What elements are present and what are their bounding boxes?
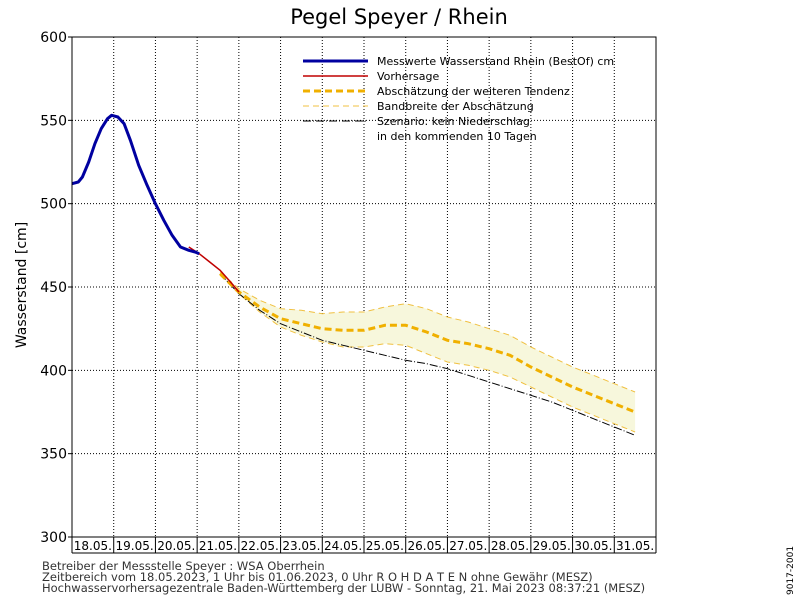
footer-publisher: Hochwasservorhersagezentrale Baden-Württ… <box>42 581 645 595</box>
y-tick-label: 600 <box>40 30 67 46</box>
y-tick-label: 350 <box>40 447 67 463</box>
measured-line <box>71 113 200 256</box>
x-axis-ticks: 18.05. 19.05. 20.05. 21.05. 22.05. 23.05. 24.0… <box>71 537 657 554</box>
x-tick-label: 23.05. <box>282 539 320 553</box>
legend-label-scenario: Szenario: kein Niederschlag <box>377 115 530 128</box>
x-tick-label: 31.05. <box>616 539 654 553</box>
chart-code: 9017-2001 <box>786 546 796 595</box>
y-tick-label: 500 <box>40 197 67 213</box>
legend: Messwerte Wasserstand Rhein (BestOf) cm V… <box>303 55 614 143</box>
x-tick-label: 26.05. <box>407 539 445 553</box>
x-tick-label: 22.05. <box>241 539 279 553</box>
legend-label-forecast: Vorhersage <box>377 70 439 83</box>
x-tick-label: 27.05. <box>449 539 487 553</box>
x-tick-label: 21.05. <box>199 539 237 553</box>
chart-title: Pegel Speyer / Rhein <box>290 5 508 29</box>
band-lower-line <box>219 274 636 433</box>
series-layer <box>71 113 636 436</box>
y-tick-label: 300 <box>40 530 67 546</box>
x-tick-label: 28.05. <box>491 539 529 553</box>
band-fill <box>220 272 636 432</box>
y-tick-label: 550 <box>40 113 67 129</box>
x-tick-label: 30.05. <box>574 539 612 553</box>
x-tick-label: 25.05. <box>366 539 404 553</box>
x-tick-label: 24.05. <box>324 539 362 553</box>
grid-lines <box>72 37 656 537</box>
legend-label-band: Bandbreite der Abschätzung <box>377 100 534 113</box>
x-tick-label: 19.05. <box>115 539 153 553</box>
y-axis-ticks: 300 350 400 450 500 550 600 <box>40 30 72 546</box>
y-axis-label: Wasserstand [cm] <box>14 222 30 348</box>
footer-operator: Betreiber der Messstelle Speyer : WSA Ob… <box>42 559 325 573</box>
legend-label-measured: Messwerte Wasserstand Rhein (BestOf) cm <box>377 55 614 68</box>
x-tick-label: 20.05. <box>157 539 195 553</box>
x-tick-label: 29.05. <box>533 539 571 553</box>
trend-line <box>219 272 636 414</box>
footer-timerange: Zeitbereich vom 18.05.2023, 1 Uhr bis 01… <box>42 570 593 584</box>
legend-label-trend: Abschätzung der weiteren Tendenz <box>377 85 570 98</box>
legend-label-scenario_line2: in den kommenden 10 Tagen <box>377 130 537 143</box>
x-tick-label: 18.05. <box>74 539 112 553</box>
y-tick-label: 450 <box>40 280 67 296</box>
y-tick-label: 400 <box>40 363 67 379</box>
